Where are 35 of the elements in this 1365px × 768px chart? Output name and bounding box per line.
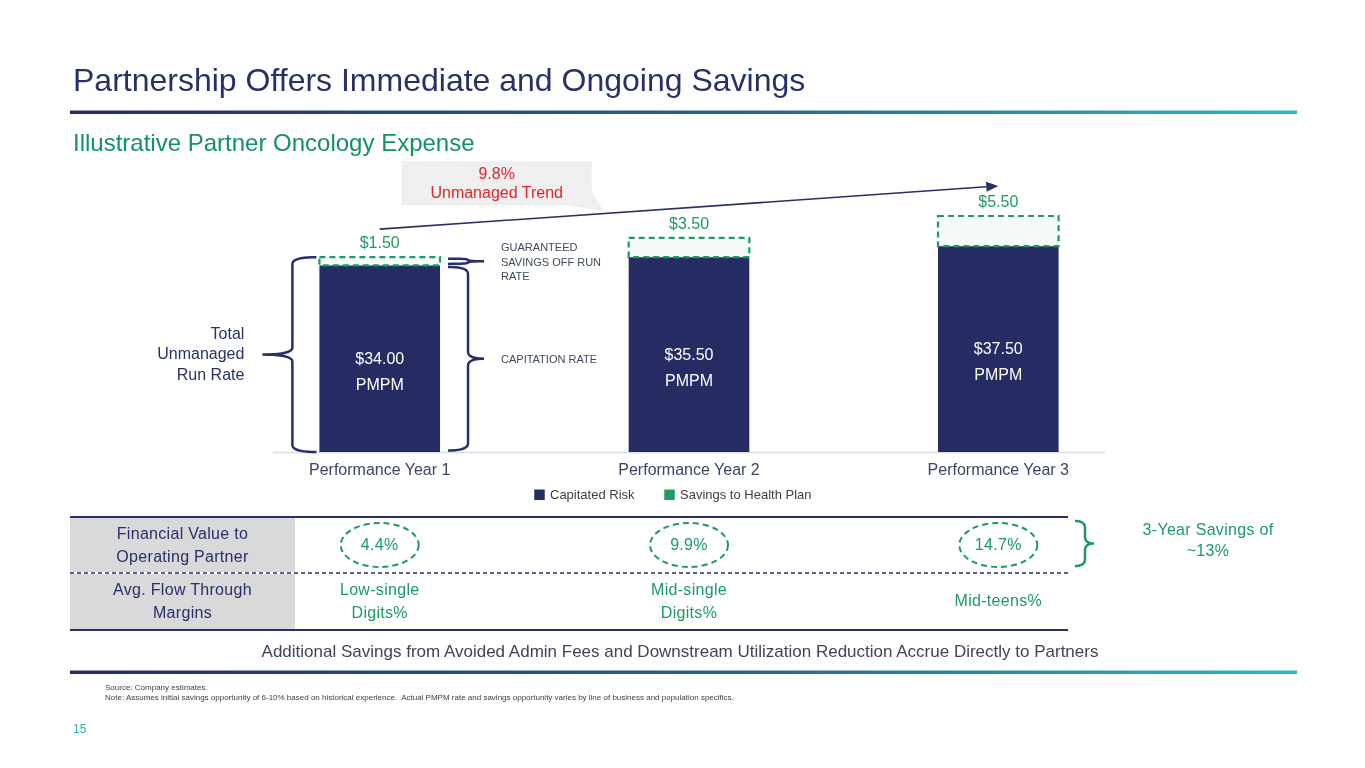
text: 3-Year Savings of ~13% <box>1141 520 1275 561</box>
bar <box>628 257 750 452</box>
text: 14.7% <box>973 535 1023 556</box>
text: Financial Value to Operating Partner <box>115 523 250 567</box>
chart-subtitle: Illustrative Partner Oncology Expense <box>73 128 475 156</box>
bar <box>318 256 442 267</box>
legend-label: Savings to Health Plan <box>680 486 812 502</box>
text: 9.9% <box>669 535 709 556</box>
x-tick-label: Performance Year 3 <box>927 460 1070 478</box>
text: Note: Assumes initial savings opportunity of 6-10% based on historical experience. Actual PMPM rate and savings opportunity varies by line of business and population specifics. <box>105 693 734 704</box>
data-label: $34.00 PMPM <box>355 349 405 393</box>
text: Additional Savings from Avoided Admin Fees and Downstream Utilization Reduction Accrue Directly to Partners <box>260 640 1100 663</box>
data-label: $3.50 <box>668 214 710 232</box>
data-label: $37.50 PMPM <box>973 340 1023 384</box>
bar <box>627 236 751 259</box>
legend-label: Capitated Risk <box>550 486 636 502</box>
bar <box>936 214 1060 248</box>
annotation: GUARANTEED SAVINGS OFF RUN RATE <box>501 239 603 283</box>
text: 15 <box>73 722 87 738</box>
text: Low-single Digits% <box>338 579 421 623</box>
text: Total Unmanaged Run Rate <box>156 323 245 385</box>
chart-title: Partnership Offers Immediate and Ongoing Savings <box>73 61 806 98</box>
bar <box>937 246 1059 452</box>
text: Avg. Flow Through Margins <box>112 579 253 623</box>
text: Mid-single Digits% <box>650 579 728 623</box>
text: 4.4% <box>359 535 400 556</box>
data-label: $5.50 <box>978 192 1019 210</box>
text: Mid-teens% <box>953 591 1043 612</box>
x-tick-label: Performance Year 1 <box>309 460 451 478</box>
data-label: $35.50 PMPM <box>664 345 714 389</box>
x-tick-label: Performance Year 2 <box>618 460 760 478</box>
data-label: $1.50 <box>359 234 400 252</box>
annotation: CAPITATION RATE <box>501 351 598 366</box>
text: 9.8% Unmanaged Trend <box>429 164 564 203</box>
source-note: Source: Company estimates. <box>105 683 208 694</box>
